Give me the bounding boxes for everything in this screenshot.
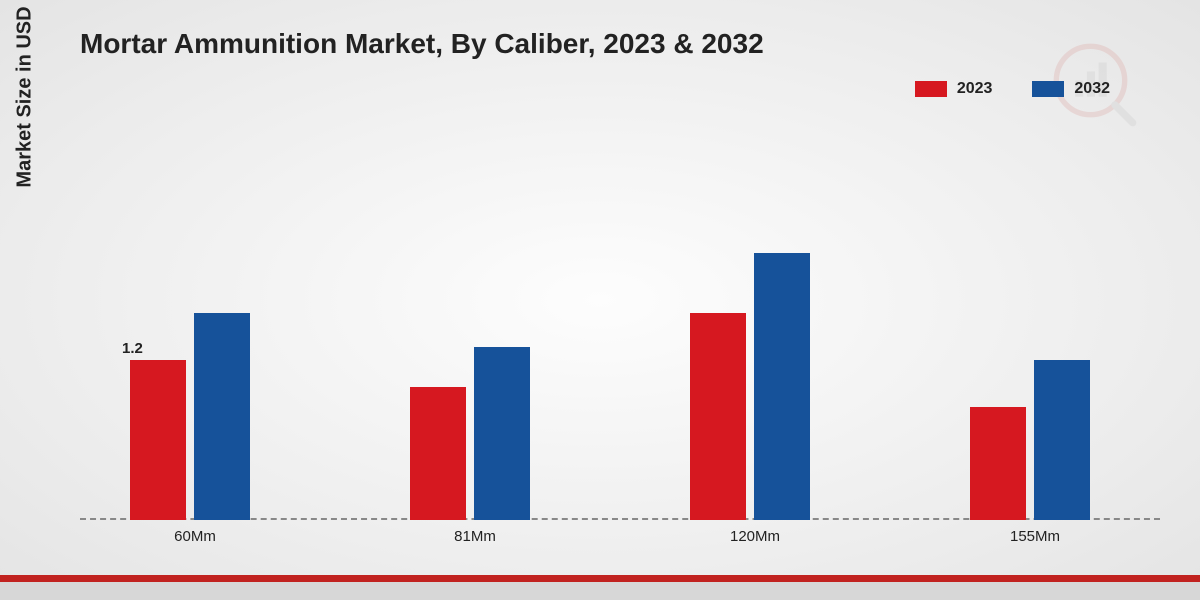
bar-2023-60mm [130,360,186,520]
bar-group-155mm [970,360,1100,520]
legend-swatch-2023 [915,81,947,97]
legend-label-2023: 2023 [957,80,993,98]
bar-2023-81mm [410,387,466,520]
footer-red-stripe [0,575,1200,582]
chart-plot-area: 1.2 [80,120,1160,520]
x-label-81mm: 81Mm [410,528,540,545]
legend-label-2032: 2032 [1074,80,1110,98]
legend-swatch-2032 [1032,81,1064,97]
bar-2032-155mm [1034,360,1090,520]
bar-group-81mm [410,347,540,520]
chart-title: Mortar Ammunition Market, By Caliber, 20… [80,28,764,60]
bar-group-120mm [690,253,820,520]
bar-2032-81mm [474,347,530,520]
x-label-120mm: 120Mm [690,528,820,545]
y-axis-label: Market Size in USD Billion [14,0,37,188]
bar-2023-155mm [970,407,1026,520]
bar-2023-120mm [690,313,746,520]
x-label-60mm: 60Mm [130,528,260,545]
bar-group-60mm [130,313,260,520]
x-label-155mm: 155Mm [970,528,1100,545]
bar-2032-60mm [194,313,250,520]
x-axis-labels: 60Mm 81Mm 120Mm 155Mm [80,528,1160,558]
bar-2032-120mm [754,253,810,520]
legend-item-2032: 2032 [1032,80,1110,98]
legend-item-2023: 2023 [915,80,993,98]
footer-gray-stripe [0,582,1200,600]
legend: 2023 2032 [915,80,1110,98]
data-label-1-2: 1.2 [122,340,143,357]
